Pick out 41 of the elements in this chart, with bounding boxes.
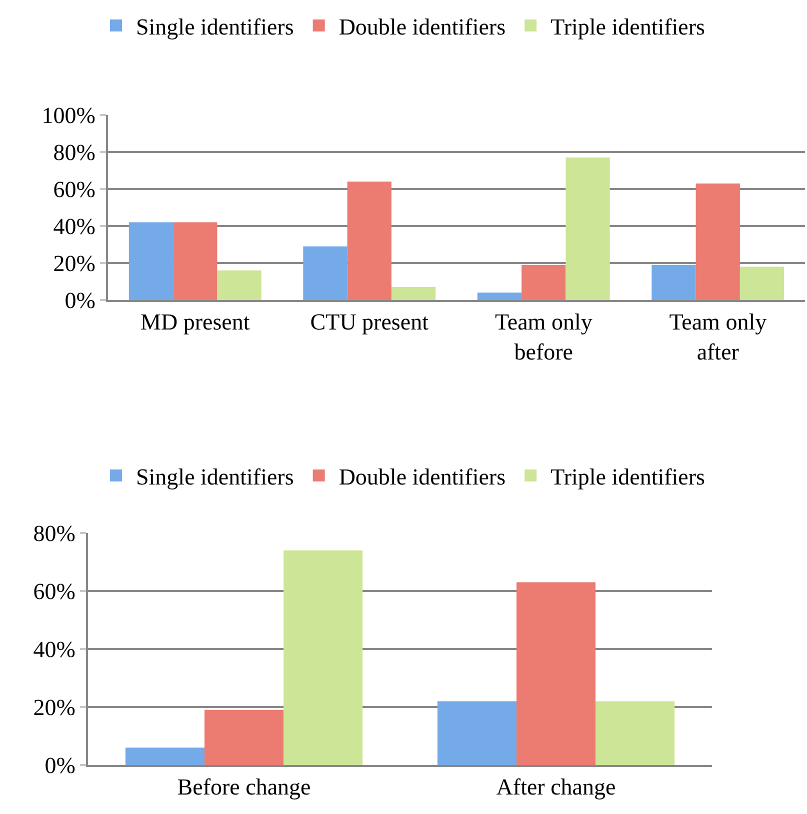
bar (522, 264, 566, 300)
legend-label: Triple identifiers (550, 14, 706, 40)
bar (391, 287, 436, 300)
y-tick-label: 20% (53, 251, 96, 276)
y-tick-label: 40% (53, 214, 96, 240)
legend-label: Single identifiers (136, 14, 294, 40)
bar (173, 222, 218, 300)
legend-label: Triple identifiers (550, 464, 706, 490)
y-tick-label: 60% (53, 177, 96, 202)
bar (347, 182, 392, 300)
y-tick-label: 100% (42, 103, 96, 128)
y-tick-label: 80% (53, 140, 96, 166)
x-tick-label: Team only before (494, 310, 593, 364)
bar (596, 701, 675, 765)
bar (740, 266, 784, 300)
bar (128, 222, 174, 300)
y-tick-label: 0% (64, 288, 96, 314)
x-tick-label: Before change (177, 774, 311, 800)
y-tick-label: 0% (44, 753, 76, 778)
legend-label: Double identifiers (338, 14, 506, 40)
bar (696, 183, 740, 300)
x-tick-label: CTU present (310, 310, 430, 335)
x-tick-label: MD present (140, 310, 250, 335)
bar (516, 582, 596, 765)
x-tick-label: After change (496, 774, 616, 800)
bar (125, 748, 204, 765)
bar (437, 701, 516, 765)
y-tick-label: 80% (33, 521, 76, 546)
y-tick-label: 40% (33, 637, 76, 662)
bar (303, 246, 348, 300)
bar (217, 270, 262, 300)
legend-label: Single identifiers (136, 464, 294, 490)
bar (566, 158, 610, 300)
bar (284, 550, 363, 765)
bar (652, 264, 696, 300)
y-tick-label: 60% (33, 579, 76, 604)
bar (204, 710, 284, 765)
legend-label: Double identifiers (338, 464, 506, 490)
bar (477, 292, 522, 300)
y-tick-label: 20% (33, 695, 76, 720)
x-tick-label: Team only after (669, 310, 768, 364)
